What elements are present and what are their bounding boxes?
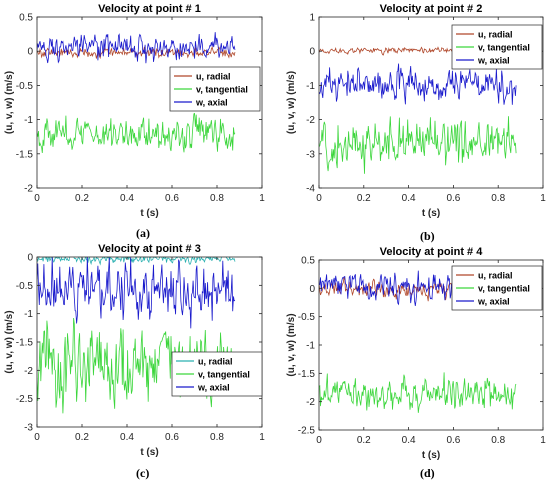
legend-entry: v, tangential <box>198 370 250 380</box>
y-axis-label: (u, v, w) (m/s) <box>286 71 297 134</box>
y-tick-label: 0 <box>309 47 315 58</box>
x-tick-label: 0.6 <box>446 435 460 446</box>
legend: u, radial v, tangential w, axial <box>169 66 261 112</box>
plot-frame <box>36 16 263 189</box>
legend-entry: u, radial <box>198 357 233 367</box>
x-axis-label: t (s) <box>140 208 158 219</box>
x-tick-label: 1 <box>540 193 546 204</box>
y-axis-label: (u, v, w) (m/s) <box>286 313 297 376</box>
y-tick-label: 0.5 <box>301 256 315 267</box>
x-tick-label: 0.8 <box>491 435 505 446</box>
x-tick-label: 0.6 <box>165 432 179 443</box>
chart-title: Velocity at point # 1 <box>98 3 201 15</box>
y-tick-label: -2.5 <box>16 394 34 405</box>
y-tick-label: -2 <box>24 184 33 195</box>
y-tick-label: -1 <box>306 81 315 92</box>
y-tick-label: -0.5 <box>16 81 34 92</box>
x-tick-label: 0.4 <box>120 193 134 204</box>
y-tick-label: 0.5 <box>19 13 33 24</box>
legend-entry: w, axial <box>477 297 510 307</box>
y-tick-label: -4 <box>306 184 315 195</box>
x-tick-label: 1 <box>540 435 546 446</box>
legend-entry: w, axial <box>197 383 230 393</box>
legend: u, radial v, tangential w, axial <box>171 351 263 397</box>
x-tick-label: 0 <box>34 193 40 204</box>
x-tick-label: 0 <box>34 432 40 443</box>
y-tick-label: -3 <box>24 423 33 434</box>
chart-panel-2: 0 0.2 0.4 0.6 0.8 1 -4 -3 -2 -1 0 1 Velocity at poin… <box>286 3 546 219</box>
x-tick-label: 1 <box>259 432 265 443</box>
y-tick-label: -1.5 <box>16 149 34 160</box>
chart-title: Velocity at point # 4 <box>380 246 484 258</box>
y-tick-label: 0 <box>27 253 33 264</box>
y-tick-label: -2 <box>306 397 315 408</box>
x-tick-label: 0.6 <box>446 193 460 204</box>
chart-panel-3: 0 0.2 0.4 0.6 0.8 1 -3 -2.5 -2 -1.5 -1 -0.5 0 Velocit… <box>4 243 265 458</box>
series-line-v <box>37 112 236 154</box>
x-axis-label: t (s) <box>422 450 440 461</box>
legend: u, radial v, tangential w, axial <box>451 24 543 70</box>
series-line-w <box>37 257 236 329</box>
x-tick-label: 0.4 <box>402 435 416 446</box>
legend-entry: v, tangential <box>478 284 530 294</box>
x-tick-label: 0.2 <box>75 432 89 443</box>
legend-entry: v, tangential <box>478 43 530 53</box>
legend-entry: u, radial <box>478 271 513 281</box>
series-line-v <box>319 116 517 174</box>
y-tick-label: -2.5 <box>298 426 316 437</box>
series-line-w <box>37 32 236 64</box>
y-tick-label: -1.5 <box>298 369 316 380</box>
panel-label-d: (d) <box>420 466 435 480</box>
y-tick-label: -1 <box>24 115 33 126</box>
y-tick-label: -0.5 <box>16 281 34 292</box>
x-tick-label: 0 <box>316 435 322 446</box>
x-tick-label: 0.8 <box>491 193 505 204</box>
x-tick-label: 0.6 <box>165 193 179 204</box>
x-axis-label: t (s) <box>422 208 440 219</box>
legend-entry: v, tangential <box>196 85 248 95</box>
x-tick-label: 0.2 <box>357 193 371 204</box>
panel-label-a: (a) <box>136 226 150 240</box>
y-tick-label: -2 <box>306 115 315 126</box>
x-axis-label: t (s) <box>140 447 158 458</box>
series-group <box>37 32 236 154</box>
x-tick-label: 0.4 <box>402 193 416 204</box>
series-line-v <box>319 372 517 413</box>
legend-entry: w, axial <box>477 56 510 66</box>
panel-label-c: (c) <box>136 466 150 480</box>
plot-frame <box>318 16 544 189</box>
y-axis-label: (u, v, w) (m/s) <box>4 310 15 373</box>
y-tick-label: 0 <box>309 284 315 295</box>
y-tick-label: -0.5 <box>298 312 316 323</box>
series-line-w <box>319 63 517 105</box>
legend: u, radial v, tangential w, axial <box>451 265 543 311</box>
legend-entry: w, axial <box>195 98 228 108</box>
chart-title: Velocity at point # 2 <box>380 3 483 15</box>
chart-panel-4: 0 0.2 0.4 0.6 0.8 1 -2.5 -2 -1.5 -1 -0.5 0 0.5 Veloci… <box>286 246 546 461</box>
y-tick-label: -1.5 <box>16 338 34 349</box>
y-tick-label: 1 <box>309 13 315 24</box>
chart-panel-1: 0 0.2 0.4 0.6 0.8 1 -2 -1.5 -1 -0.5 0 0.5 Velocity a… <box>4 3 265 219</box>
y-tick-label: -3 <box>306 149 315 160</box>
series-line-u <box>37 257 236 266</box>
x-tick-label: 0.8 <box>210 193 224 204</box>
y-axis-label: (u, v, w) (m/s) <box>4 71 15 134</box>
y-tick-label: -1 <box>24 309 33 320</box>
x-tick-label: 0.8 <box>210 432 224 443</box>
x-tick-label: 0.2 <box>75 193 89 204</box>
legend-entry: u, radial <box>478 30 513 40</box>
x-tick-label: 0.2 <box>357 435 371 446</box>
chart-title: Velocity at point # 3 <box>98 243 201 255</box>
panel-label-b: (b) <box>420 229 435 243</box>
x-tick-label: 0 <box>316 193 322 204</box>
x-tick-label: 0.4 <box>120 432 134 443</box>
legend-entry: u, radial <box>196 72 231 82</box>
x-tick-label: 1 <box>259 193 265 204</box>
y-tick-label: -1 <box>306 341 315 352</box>
y-tick-label: -2 <box>24 366 33 377</box>
y-tick-label: 0 <box>27 47 33 58</box>
